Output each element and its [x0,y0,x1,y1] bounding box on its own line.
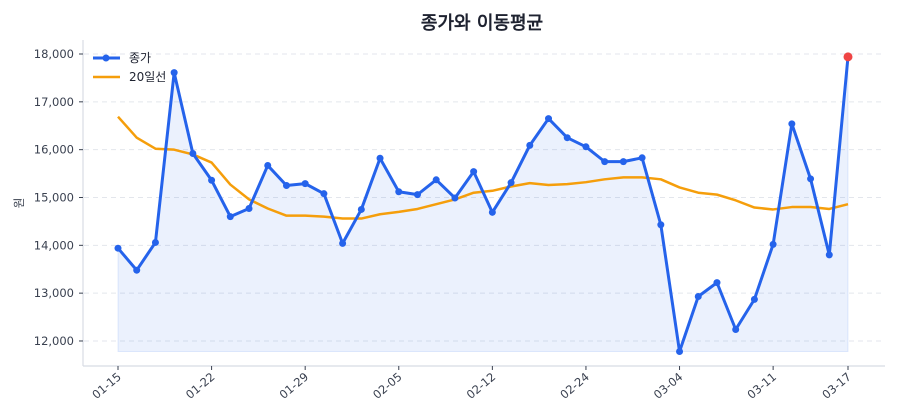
data-point-marker[interactable] [133,266,141,274]
legend-label-ma20: 20일선 [129,70,166,84]
data-point-marker[interactable] [788,120,796,128]
data-point-marker[interactable] [301,180,309,188]
latest-point-marker[interactable] [843,52,853,62]
y-tick-label: 13,000 [34,286,74,300]
data-point-marker[interactable] [488,208,496,216]
data-point-marker[interactable] [470,168,478,176]
data-point-marker[interactable] [545,115,553,123]
legend-item-ma20[interactable]: 20일선 [93,70,166,84]
data-point-marker[interactable] [208,176,216,184]
close-line [116,56,850,354]
data-point-marker[interactable] [376,154,384,162]
x-tick-label: 01-29 [277,370,312,402]
data-point-marker[interactable] [601,158,609,166]
legend-item-close[interactable]: 종가 [93,51,151,65]
data-point-marker[interactable] [694,292,702,300]
x-axis-ticks: 01-15 01-22 01-29 02-05 02-12 02-24 03-04 03-11… [89,366,854,402]
data-point-marker[interactable] [582,143,590,151]
x-tick-label: 01-15 [89,370,124,402]
x-tick-label: 02-12 [464,370,499,402]
legend: 종가 20일선 [93,51,166,84]
data-point-marker[interactable] [245,204,253,212]
data-point-marker[interactable] [619,158,627,166]
data-point-marker[interactable] [264,161,272,169]
x-tick-label: 03-11 [744,370,779,402]
x-tick-label: 02-05 [370,370,405,402]
close-series [114,52,853,356]
data-point-marker[interactable] [825,251,833,259]
data-point-marker[interactable] [151,238,159,246]
x-tick-label: 03-04 [651,370,686,402]
data-point-marker[interactable] [507,179,515,187]
x-tick-label: 01-22 [183,370,218,402]
data-point-marker[interactable] [807,175,815,183]
legend-label-close: 종가 [129,51,151,65]
data-point-marker[interactable] [189,149,197,157]
data-point-marker[interactable] [526,141,534,149]
close-area-fill [117,56,849,353]
data-point-marker[interactable] [226,213,234,221]
y-tick-label: 14,000 [34,238,74,252]
data-point-marker[interactable] [282,182,290,190]
x-tick-label: 02-24 [557,370,592,402]
legend-close-marker-icon [102,54,110,62]
data-point-marker[interactable] [676,348,684,356]
data-point-marker[interactable] [432,176,440,184]
data-point-marker[interactable] [657,221,665,229]
y-axis-label: 원 [12,198,26,209]
data-point-marker[interactable] [395,188,403,196]
chart-title: 종가와 이동평균 [421,13,543,34]
data-point-marker[interactable] [750,295,758,303]
y-tick-label: 18,000 [34,47,74,61]
close-area [117,56,849,353]
x-tick-label: 03-17 [819,370,854,402]
data-point-marker[interactable] [339,239,347,247]
y-axis-ticks: 12,000 13,000 14,000 15,000 16,000 17,000 18,0… [34,47,83,348]
y-tick-label: 15,000 [34,190,74,204]
data-point-marker[interactable] [357,205,365,213]
data-point-marker[interactable] [320,190,328,198]
data-point-marker[interactable] [170,69,178,77]
y-tick-label: 12,000 [34,334,74,348]
y-tick-label: 17,000 [34,95,74,109]
y-tick-label: 16,000 [34,143,74,157]
data-point-marker[interactable] [563,134,571,142]
data-point-marker[interactable] [713,279,721,287]
data-point-marker[interactable] [114,244,122,252]
data-point-marker[interactable] [638,154,646,162]
axes [82,40,885,367]
data-point-marker[interactable] [732,326,740,334]
data-point-marker[interactable] [769,240,777,248]
data-point-marker[interactable] [451,194,459,202]
data-point-marker[interactable] [413,191,421,199]
